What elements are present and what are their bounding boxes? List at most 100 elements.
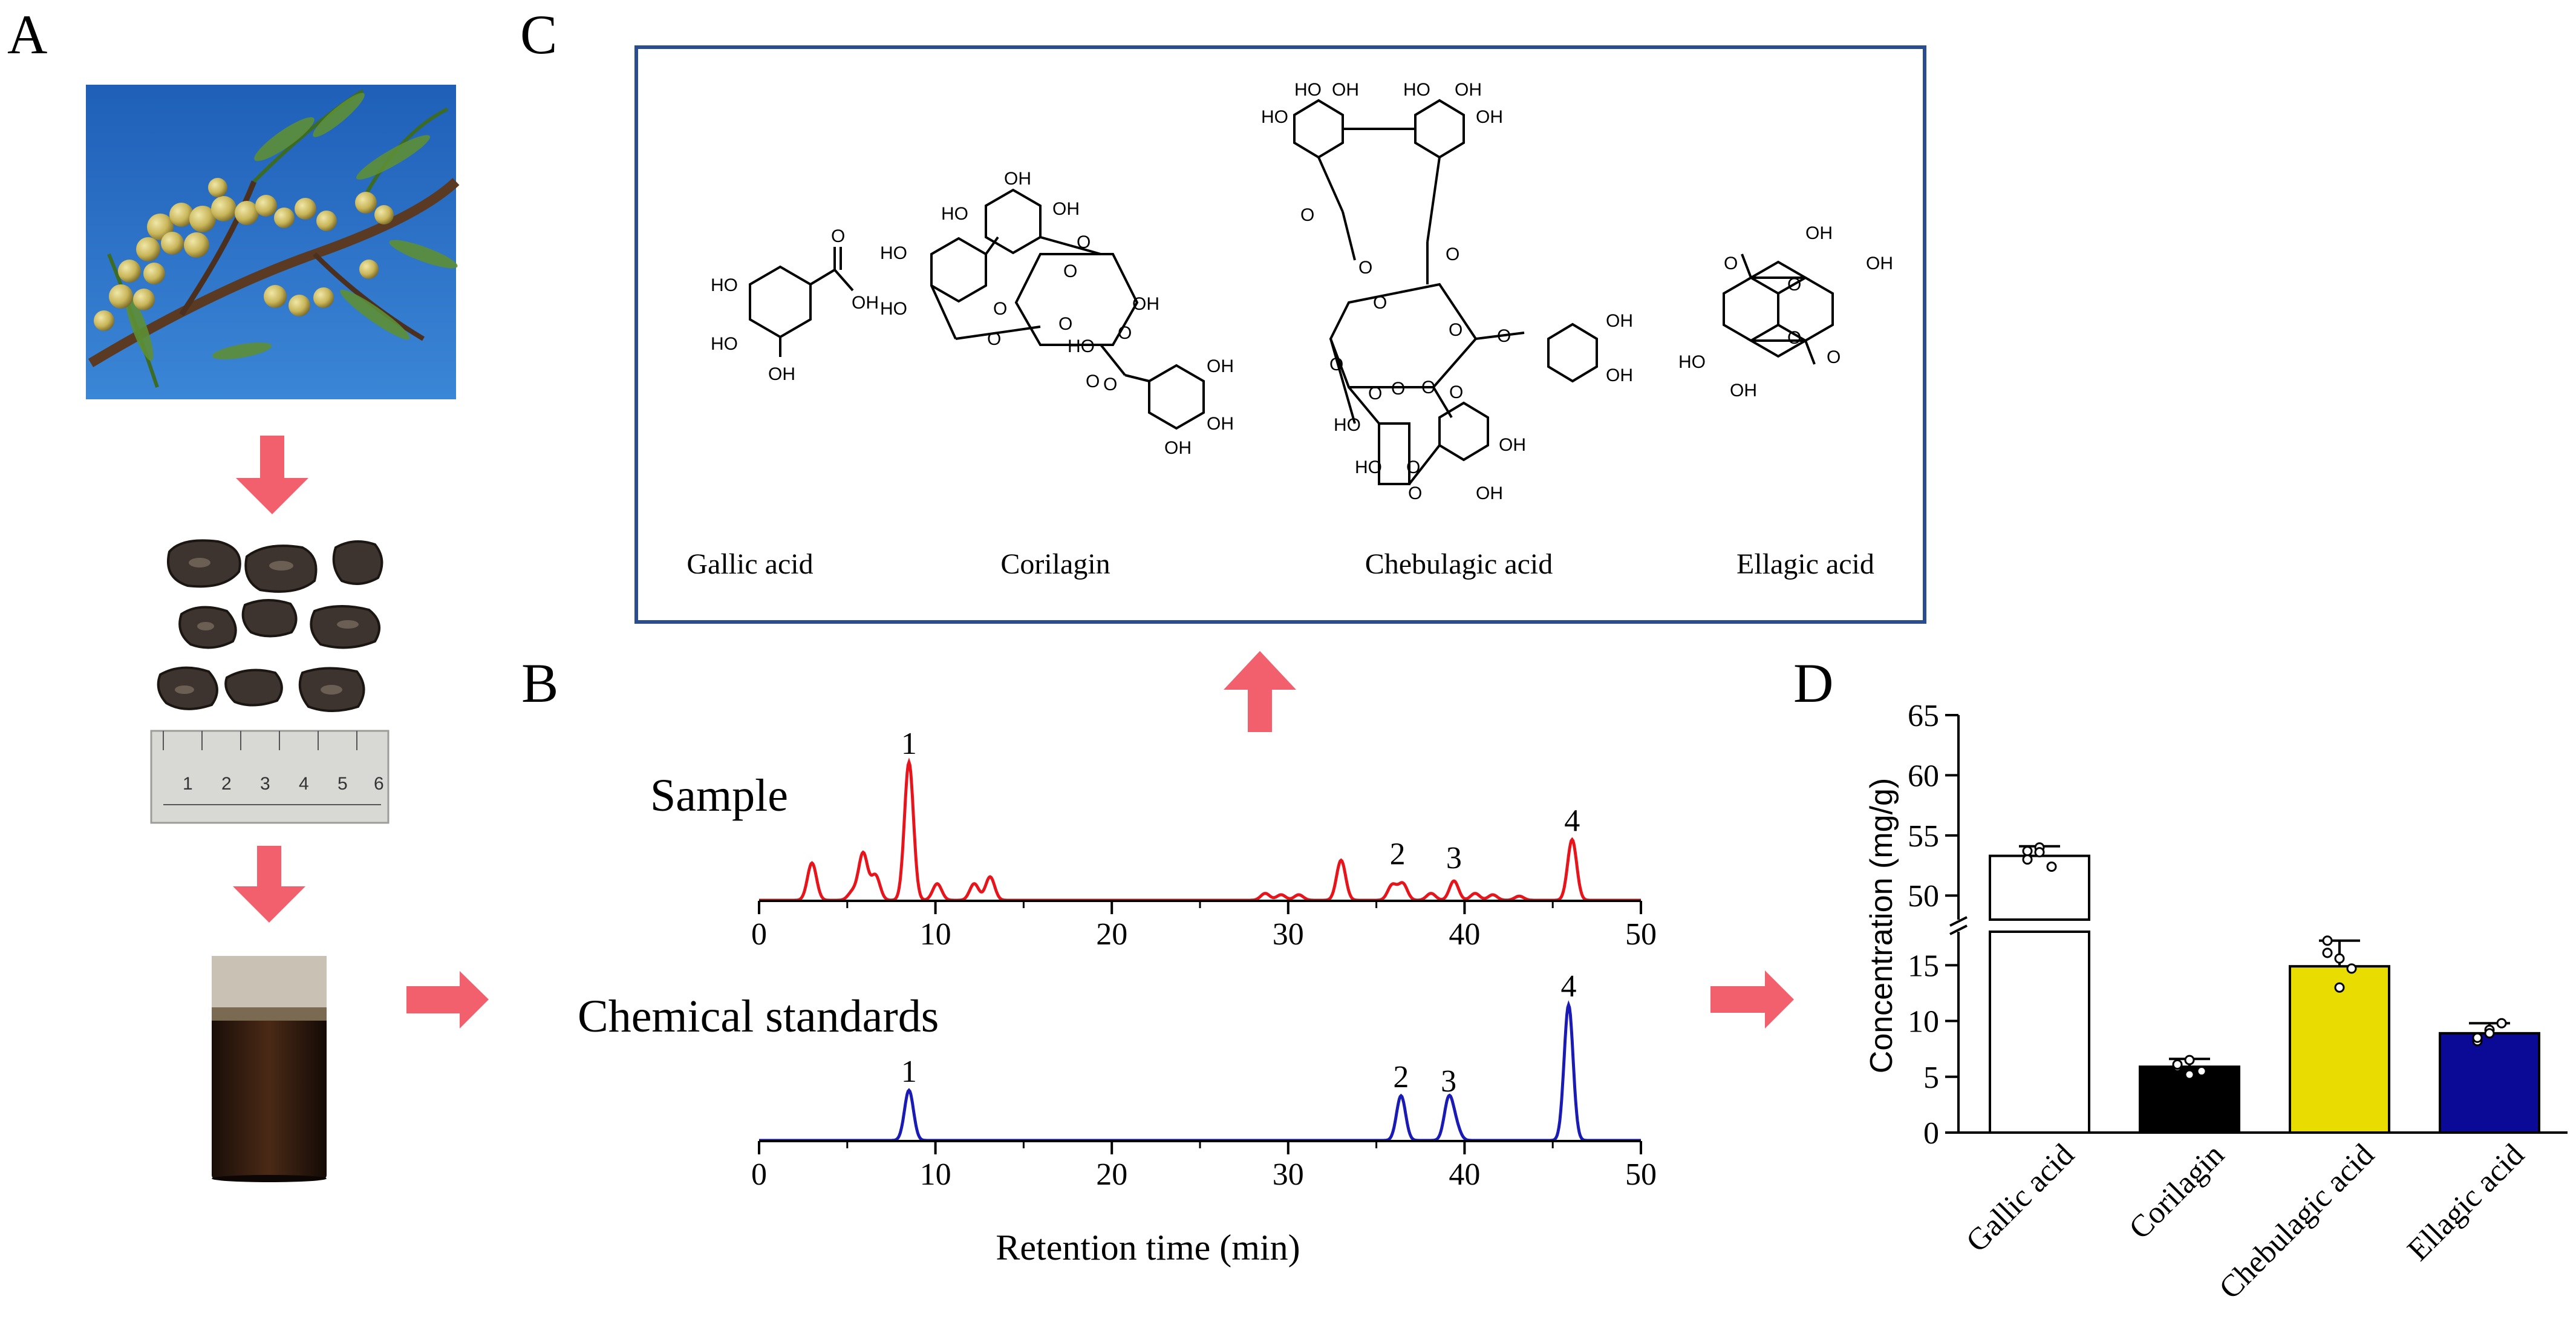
standards-x-tick-label: 10	[920, 1157, 951, 1192]
bar	[2289, 965, 2390, 1134]
standards-x-tick-label: 50	[1625, 1157, 1657, 1192]
atom-label: OH	[768, 364, 795, 384]
atom-label: O	[1063, 261, 1077, 281]
data-point	[2472, 1032, 2483, 1043]
atom-label: O	[987, 329, 1001, 349]
panel-d-label: D	[1793, 652, 1833, 714]
atom-label: OH	[1164, 438, 1192, 458]
atom-label: OH	[1866, 253, 1893, 273]
sample-trace-title: Sample	[650, 770, 788, 821]
structure-atom-labels: HO HO OH OH O OH HO OH HO HO O O O O O O…	[711, 80, 1893, 503]
data-point	[2022, 846, 2033, 857]
atom-label: O	[831, 226, 845, 246]
atom-label: O	[1406, 457, 1420, 477]
atom-label: O	[1358, 258, 1372, 278]
atom-label: O	[1058, 314, 1072, 334]
arrow-down-icon	[233, 846, 305, 923]
atom-label: O	[993, 299, 1007, 319]
category-label: Corilagin	[2122, 1137, 2231, 1246]
atom-label: HO	[1334, 415, 1361, 435]
sample-x-tick-label: 50	[1625, 917, 1657, 952]
svg-text:3: 3	[260, 774, 270, 794]
y-lower-tick-label: 10	[1908, 1005, 1939, 1039]
sample-peak-label: 2	[1390, 837, 1406, 871]
y-lower-tick-label: 5	[1923, 1061, 1939, 1095]
atom-label: HO	[1068, 336, 1095, 356]
atom-label: O	[1787, 275, 1801, 295]
data-point	[2046, 862, 2057, 872]
data-point	[2322, 935, 2333, 946]
concentration-bar-chart: Concentration (mg/g) 50 55 60 65 0 5 10 15 Galli…	[1864, 699, 2568, 1306]
arrow-down-icon	[236, 436, 308, 514]
data-point	[2334, 982, 2345, 993]
atom-label: O	[1446, 244, 1459, 264]
atom-label: O	[1368, 384, 1382, 404]
atom-label: OH	[1805, 223, 1833, 243]
compound-name-chebulagic: Chebulagic acid	[1365, 548, 1553, 580]
standards-peak-label: 2	[1393, 1060, 1409, 1094]
arrow-right-icon	[1710, 970, 1794, 1029]
atom-label: OH	[1207, 414, 1234, 434]
atom-label: HO	[1355, 457, 1382, 477]
panel-c-label: C	[520, 4, 557, 65]
y-lower-tick-label: 0	[1923, 1116, 1939, 1151]
dried-fruits-photo: 1 2 3 4 5 6	[150, 539, 390, 824]
retention-time-axis-label: Retention time (min)	[996, 1228, 1300, 1267]
atom-label: O	[1329, 355, 1343, 375]
atom-label: O	[1497, 326, 1511, 346]
data-point	[2184, 1055, 2195, 1065]
bar	[1989, 931, 2090, 1134]
standards-peak-label: 4	[1560, 969, 1576, 1004]
sample-peak-label: 3	[1446, 841, 1462, 875]
standards-peak-label: 1	[901, 1055, 917, 1089]
atom-label: OH	[1052, 199, 1080, 219]
panel-a-label: A	[7, 4, 47, 65]
atom-label: OH	[1332, 80, 1359, 100]
data-point	[2196, 1066, 2207, 1077]
atom-label: OH	[1606, 311, 1633, 331]
sample-peak-label: 1	[901, 727, 917, 761]
svg-text:2: 2	[221, 774, 232, 794]
data-point	[2034, 847, 2045, 858]
atom-label: O	[1086, 371, 1100, 391]
category-label: Gallic acid	[1960, 1137, 2081, 1259]
y-lower-tick-label: 15	[1908, 949, 1939, 983]
svg-text:1: 1	[183, 774, 193, 794]
chromatogram-panel: Sample Chemical standards Retention time…	[578, 727, 1657, 1267]
svg-text:4: 4	[299, 774, 309, 794]
atom-label: HO	[1294, 80, 1322, 100]
atom-label: HO	[1403, 80, 1430, 100]
atom-label: OH	[852, 293, 879, 313]
ellagic-acid-structure	[1723, 253, 1834, 365]
bar-chart-y-axis-label: Concentration (mg/g)	[1864, 778, 1899, 1073]
structure-box	[634, 45, 1926, 624]
atom-label: O	[1077, 232, 1091, 252]
y-upper-tick-label: 60	[1908, 759, 1939, 793]
y-upper-tick-label: 50	[1908, 879, 1939, 914]
atom-label: HO	[1261, 107, 1288, 127]
svg-text:6: 6	[374, 774, 384, 794]
compound-name-corilagin: Corilagin	[1000, 548, 1110, 580]
atom-label: HO	[880, 243, 907, 263]
data-point	[2484, 1028, 2495, 1039]
data-point	[2346, 963, 2357, 974]
chebulagic-acid-structure	[1293, 99, 1598, 485]
bar	[2439, 1032, 2540, 1134]
panel-b-label: B	[521, 652, 558, 714]
atom-label: HO	[941, 204, 968, 224]
atom-label: HO	[711, 334, 738, 354]
data-point	[2022, 854, 2033, 865]
standards-x-tick-label: 40	[1449, 1157, 1480, 1192]
corilagin-structure	[930, 188, 1205, 430]
atom-label: HO	[880, 299, 907, 319]
data-point	[2172, 1059, 2183, 1070]
atom-label: O	[1408, 483, 1422, 503]
atom-label: O	[1787, 328, 1801, 348]
bar-upper-segment	[1989, 854, 2090, 921]
atom-label: OH	[1004, 169, 1031, 189]
atom-label: O	[1449, 320, 1462, 340]
fruit-branch-photo	[86, 85, 460, 399]
axis-break-mark	[1949, 916, 1968, 927]
data-point	[2496, 1018, 2507, 1029]
y-upper-tick-label: 55	[1908, 819, 1939, 854]
